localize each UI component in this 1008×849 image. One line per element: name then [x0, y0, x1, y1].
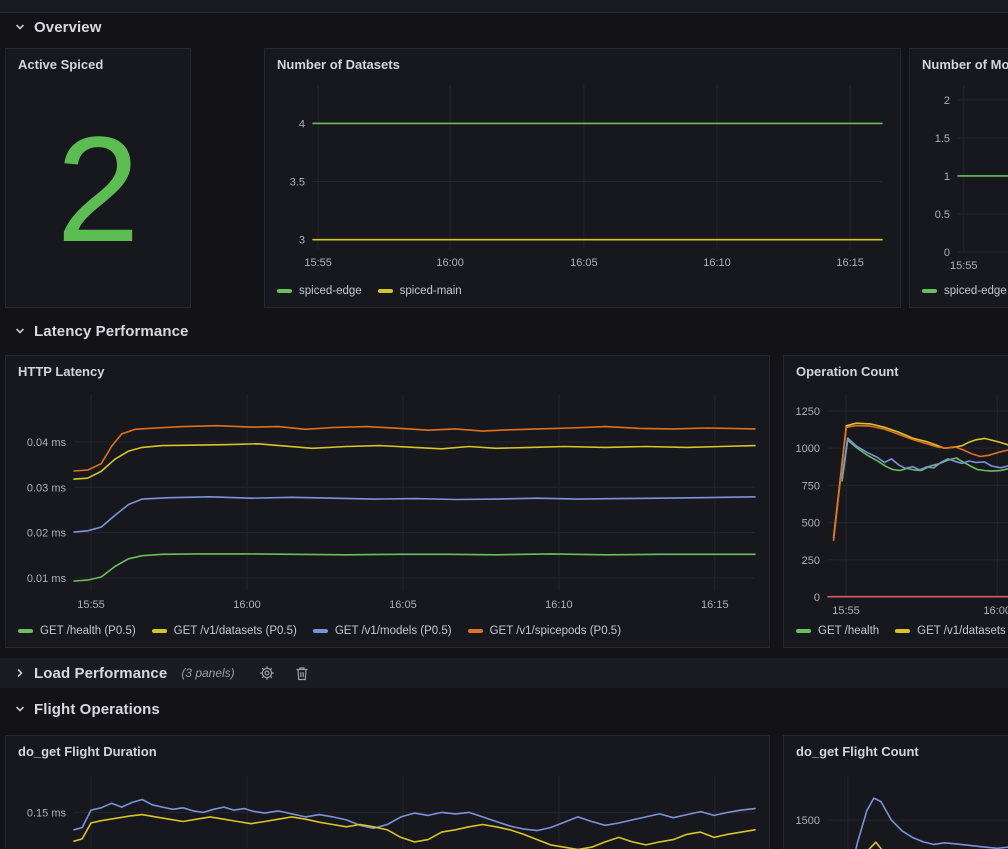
trash-icon[interactable] [295, 666, 309, 681]
chart-do-get-flight-duration[interactable]: 0.15 ms [14, 764, 761, 849]
svg-text:16:15: 16:15 [701, 599, 729, 611]
legend-item[interactable]: GET /v1/spicepods (P0.5) [467, 625, 621, 637]
section-label-load-performance: Load Performance [34, 664, 168, 682]
svg-text:1500: 1500 [796, 815, 820, 827]
stat-value: 2 [56, 105, 140, 273]
section-row-latency-performance[interactable]: Latency Performance [0, 317, 1008, 345]
legend-number-of-datasets: spiced-edge spiced-main [273, 281, 892, 301]
svg-text:15:55: 15:55 [77, 599, 105, 611]
panel-http-latency: HTTP Latency 0.04 ms 0.03 ms 0.02 ms 0.01 m… [5, 355, 770, 648]
legend-item[interactable]: GET /v1/datasets (P0.5) [151, 625, 297, 637]
legend-http-latency: GET /health (P0.5) GET /v1/datasets (P0.5… [14, 621, 761, 641]
svg-text:3: 3 [299, 235, 305, 247]
panel-do-get-flight-count: do_get Flight Count 1500 [783, 735, 1008, 849]
legend-item[interactable]: spiced-edge [922, 285, 1007, 297]
panel-operation-count: Operation Count 1250 1000 750 500 250 0 15:55 1… [783, 355, 1008, 648]
svg-text:750: 750 [802, 480, 820, 492]
section-row-flight-operations[interactable]: Flight Operations [0, 695, 1008, 723]
svg-text:15:55: 15:55 [832, 605, 860, 617]
panel-number-of-datasets: Number of Datasets 4 3.5 3 15:55 16:00 16:05 1… [264, 48, 901, 308]
svg-text:1: 1 [944, 171, 950, 183]
svg-text:15:55: 15:55 [304, 257, 332, 269]
panel-title-active-spiced[interactable]: Active Spiced [18, 57, 104, 72]
svg-text:0.04 ms: 0.04 ms [27, 437, 67, 449]
section-label-flight-operations: Flight Operations [34, 700, 160, 718]
legend-item[interactable]: spiced-main [377, 285, 462, 297]
panel-title-do-get-flight-duration[interactable]: do_get Flight Duration [18, 744, 157, 759]
svg-text:250: 250 [802, 555, 820, 567]
svg-text:1000: 1000 [796, 443, 820, 455]
svg-text:0.02 ms: 0.02 ms [27, 528, 67, 540]
chevron-down-icon [14, 703, 26, 715]
svg-text:16:05: 16:05 [389, 599, 417, 611]
svg-text:16:00: 16:00 [436, 257, 464, 269]
svg-text:0.5: 0.5 [935, 209, 950, 221]
svg-text:3.5: 3.5 [290, 177, 305, 189]
chevron-down-icon [14, 325, 26, 337]
panel-title-number-of-datasets[interactable]: Number of Datasets [277, 57, 400, 72]
section-label-overview: Overview [34, 18, 102, 36]
svg-text:4: 4 [299, 118, 305, 130]
svg-text:0: 0 [944, 247, 950, 259]
panel-number-of-models: Number of Models 2 1.5 1 0.5 015:55 spiced-e… [909, 48, 1008, 308]
chevron-down-icon [14, 21, 26, 33]
panel-do-get-flight-duration: do_get Flight Duration 0.15 ms [5, 735, 770, 849]
svg-text:0.15 ms: 0.15 ms [27, 807, 67, 819]
svg-text:0.01 ms: 0.01 ms [27, 573, 67, 585]
legend-item[interactable]: GET /v1/datasets [895, 625, 1006, 637]
chevron-right-icon [14, 667, 26, 679]
svg-text:16:00: 16:00 [233, 599, 261, 611]
svg-text:0: 0 [814, 592, 820, 604]
chart-number-of-models[interactable]: 2 1.5 1 0.5 0 15:55 [918, 77, 1008, 281]
legend-item[interactable]: GET /health [796, 625, 879, 637]
gear-icon[interactable] [259, 665, 275, 681]
svg-text:16:10: 16:10 [703, 257, 731, 269]
chart-number-of-datasets[interactable]: 4 3.5 3 15:55 16:00 16:05 16:10 16:15 [273, 77, 892, 281]
panel-active-spiced: Active Spiced 2 [5, 48, 191, 308]
toolbar-edge [0, 0, 1008, 13]
section-label-latency-performance: Latency Performance [34, 322, 189, 340]
panel-title-number-of-models[interactable]: Number of Models [922, 57, 1008, 72]
svg-text:500: 500 [802, 518, 820, 530]
chart-http-latency[interactable]: 0.04 ms 0.03 ms 0.02 ms 0.01 ms 15:55 16:00 16… [14, 384, 761, 621]
svg-text:2: 2 [944, 95, 950, 107]
panel-title-operation-count[interactable]: Operation Count [796, 364, 899, 379]
panel-title-do-get-flight-count[interactable]: do_get Flight Count [796, 744, 919, 759]
svg-text:1.5: 1.5 [935, 133, 950, 145]
svg-text:16:05: 16:05 [570, 257, 598, 269]
svg-text:16:10: 16:10 [545, 599, 573, 611]
svg-text:0.03 ms: 0.03 ms [27, 482, 67, 494]
chart-operation-count[interactable]: 1250 1000 750 500 250 0 15:55 16:00 [792, 384, 1008, 621]
svg-text:15:55: 15:55 [950, 260, 978, 272]
legend-item[interactable]: spiced-edge [277, 285, 362, 297]
chart-do-get-flight-count[interactable]: 1500 [792, 764, 1008, 849]
legend-item[interactable]: GET /v1/models (P0.5) [312, 625, 452, 637]
section-panel-count: (3 panels) [181, 666, 235, 680]
svg-text:16:00: 16:00 [983, 605, 1008, 617]
svg-text:16:15: 16:15 [836, 257, 864, 269]
svg-text:1250: 1250 [796, 406, 820, 418]
section-row-overview[interactable]: Overview [0, 13, 1008, 41]
legend-number-of-models: spiced-edge [918, 281, 1008, 301]
panel-title-http-latency[interactable]: HTTP Latency [18, 364, 105, 379]
legend-item[interactable]: GET /health (P0.5) [18, 625, 136, 637]
section-row-load-performance[interactable]: Load Performance (3 panels) [0, 658, 1008, 688]
